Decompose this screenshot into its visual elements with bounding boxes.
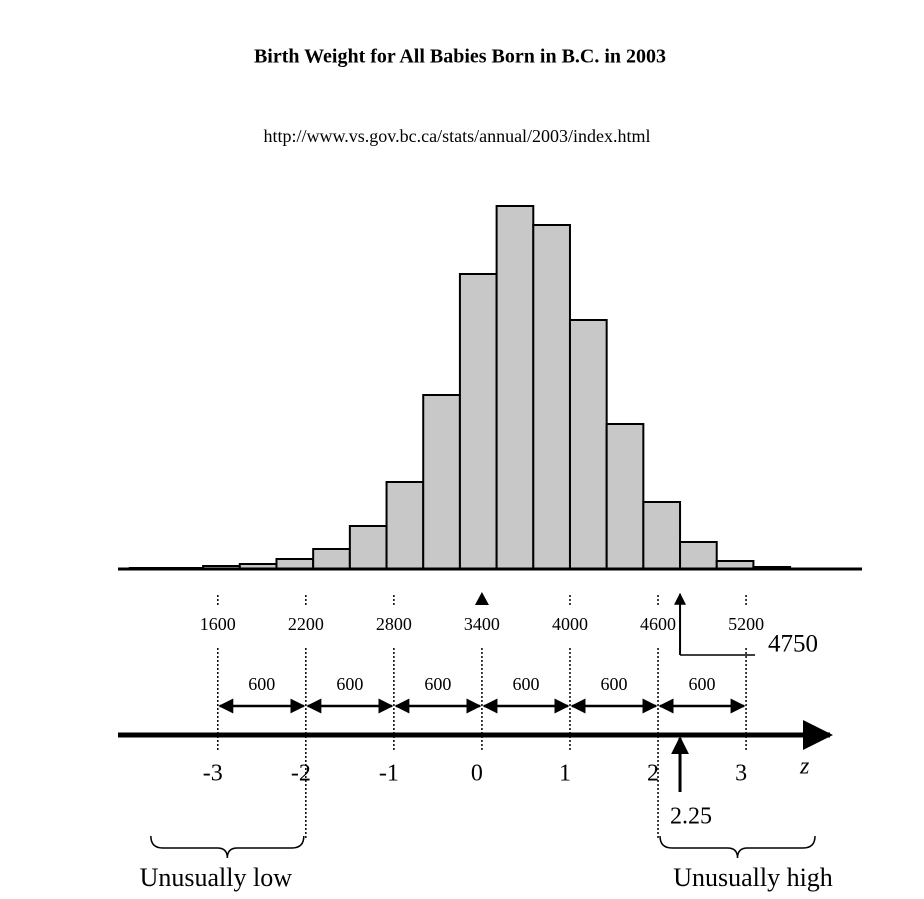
- z-tick-label: 3: [735, 761, 747, 787]
- x-marker-label: 4750: [768, 631, 818, 658]
- bar: [422, 394, 461, 570]
- bar: [348, 525, 388, 570]
- interval-label: 600: [424, 674, 451, 694]
- interval-label: 600: [689, 674, 716, 694]
- x-tick-label: 4000: [552, 614, 588, 634]
- bracket-high: [659, 835, 816, 859]
- interval-label: 600: [600, 674, 627, 694]
- z-tick-label: 2: [647, 761, 659, 787]
- z-tick-label: -2: [291, 761, 311, 787]
- region-label: Unusually low: [140, 863, 293, 892]
- x-tick-label: 4600: [640, 614, 676, 634]
- x-tick-label: 5200: [728, 614, 764, 634]
- bar: [605, 423, 645, 570]
- chart-title: Birth Weight for All Babies Born in B.C.…: [254, 46, 666, 68]
- bar: [312, 548, 351, 570]
- bar: [568, 319, 608, 570]
- region-label: Unusually high: [673, 863, 833, 892]
- bar: [495, 205, 535, 570]
- x-tick-label: 3400: [464, 614, 500, 634]
- z-marker-label: 2.25: [670, 804, 712, 830]
- z-tick-label: 0: [471, 761, 483, 787]
- bar: [642, 501, 682, 570]
- interval-label: 600: [248, 674, 275, 694]
- bar: [385, 481, 425, 570]
- chart-subtitle: http://www.vs.gov.bc.ca/stats/annual/200…: [263, 126, 650, 146]
- bar: [458, 273, 498, 570]
- x-tick-label: 1600: [200, 614, 236, 634]
- x-tick-label: 2200: [288, 614, 324, 634]
- z-tick-label: -3: [203, 761, 223, 787]
- z-tick-label: -1: [379, 761, 399, 787]
- x-tick-label: 2800: [376, 614, 412, 634]
- bracket-low: [150, 835, 305, 859]
- interval-label: 600: [512, 674, 539, 694]
- interval-label: 600: [336, 674, 363, 694]
- bar: [679, 541, 718, 570]
- z-axis-label: z: [799, 754, 810, 780]
- bar: [532, 224, 571, 570]
- z-tick-label: 1: [559, 761, 571, 787]
- mean-marker: [474, 592, 489, 605]
